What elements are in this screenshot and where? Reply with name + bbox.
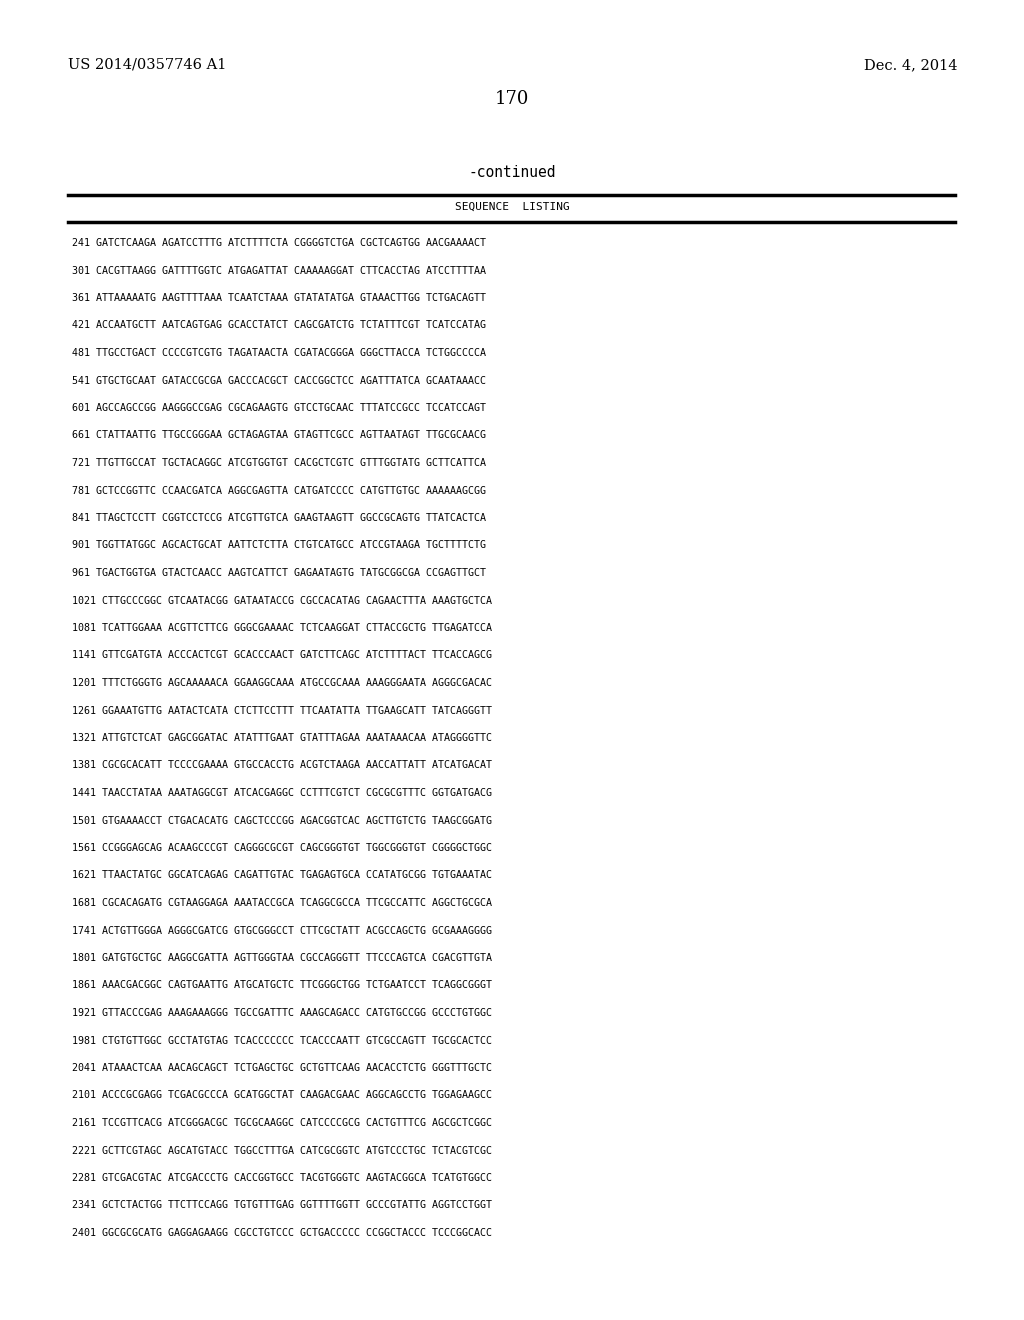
Text: 1381 CGCGCACATT TCCCCGAAAA GTGCCACCTG ACGTCTAAGA AACCATTATT ATCATGACAT: 1381 CGCGCACATT TCCCCGAAAA GTGCCACCTG AC… <box>72 760 492 771</box>
Text: 170: 170 <box>495 90 529 108</box>
Text: 1441 TAACCTATAA AAATAGGCGT ATCACGAGGC CCTTTCGTCT CGCGCGTTTC GGTGATGACG: 1441 TAACCTATAA AAATAGGCGT ATCACGAGGC CC… <box>72 788 492 799</box>
Text: 1501 GTGAAAACCT CTGACACATG CAGCTCCCGG AGACGGTCAC AGCTTGTCTG TAAGCGGATG: 1501 GTGAAAACCT CTGACACATG CAGCTCCCGG AG… <box>72 816 492 825</box>
Text: 1561 CCGGGAGCAG ACAAGCCCGT CAGGGCGCGT CAGCGGGTGT TGGCGGGTGT CGGGGCTGGC: 1561 CCGGGAGCAG ACAAGCCCGT CAGGGCGCGT CA… <box>72 843 492 853</box>
Text: -continued: -continued <box>468 165 556 180</box>
Text: 961 TGACTGGTGA GTACTCAACC AAGTCATTCT GAGAATAGTG TATGCGGCGA CCGAGTTGCT: 961 TGACTGGTGA GTACTCAACC AAGTCATTCT GAG… <box>72 568 486 578</box>
Text: 301 CACGTTAAGG GATTTTGGTC ATGAGATTAT CAAAAAGGAT CTTCACCTAG ATCCTTTTAA: 301 CACGTTAAGG GATTTTGGTC ATGAGATTAT CAA… <box>72 265 486 276</box>
Text: SEQUENCE  LISTING: SEQUENCE LISTING <box>455 202 569 213</box>
Text: 1621 TTAACTATGC GGCATCAGAG CAGATTGTAC TGAGAGTGCA CCATATGCGG TGTGAAATAC: 1621 TTAACTATGC GGCATCAGAG CAGATTGTAC TG… <box>72 870 492 880</box>
Text: 1261 GGAAATGTTG AATACTCATA CTCTTCCTTT TTCAATATTA TTGAAGCATT TATCAGGGTT: 1261 GGAAATGTTG AATACTCATA CTCTTCCTTT TT… <box>72 705 492 715</box>
Text: 1021 CTTGCCCGGC GTCAATACGG GATAATACCG CGCCACATAG CAGAACTTTA AAAGTGCTCA: 1021 CTTGCCCGGC GTCAATACGG GATAATACCG CG… <box>72 595 492 606</box>
Text: 2161 TCCGTTCACG ATCGGGACGC TGCGCAAGGC CATCCCCGCG CACTGTTTCG AGCGCTCGGC: 2161 TCCGTTCACG ATCGGGACGC TGCGCAAGGC CA… <box>72 1118 492 1129</box>
Text: 1921 GTTACCCGAG AAAGAAAGGG TGCCGATTTC AAAGCAGACC CATGTGCCGG GCCCTGTGGC: 1921 GTTACCCGAG AAAGAAAGGG TGCCGATTTC AA… <box>72 1008 492 1018</box>
Text: 421 ACCAATGCTT AATCAGTGAG GCACCTATCT CAGCGATCTG TCTATTTCGT TCATCCATAG: 421 ACCAATGCTT AATCAGTGAG GCACCTATCT CAG… <box>72 321 486 330</box>
Text: 361 ATTAAAAATG AAGTTTTAAA TCAATCTAAA GTATATATGA GTAAACTTGG TCTGACAGTT: 361 ATTAAAAATG AAGTTTTAAA TCAATCTAAA GTA… <box>72 293 486 304</box>
Text: 1861 AAACGACGGC CAGTGAATTG ATGCATGCTC TTCGGGCTGG TCTGAATCCT TCAGGCGGGT: 1861 AAACGACGGC CAGTGAATTG ATGCATGCTC TT… <box>72 981 492 990</box>
Text: 2221 GCTTCGTAGC AGCATGTACC TGGCCTTTGA CATCGCGGTC ATGTCCCTGC TCTACGTCGC: 2221 GCTTCGTAGC AGCATGTACC TGGCCTTTGA CA… <box>72 1146 492 1155</box>
Text: 481 TTGCCTGACT CCCCGTCGTG TAGATAACTA CGATACGGGA GGGCTTACCA TCTGGCCCCA: 481 TTGCCTGACT CCCCGTCGTG TAGATAACTA CGA… <box>72 348 486 358</box>
Text: US 2014/0357746 A1: US 2014/0357746 A1 <box>68 58 226 73</box>
Text: 841 TTAGCTCCTT CGGTCCTCCG ATCGTTGTCA GAAGTAAGTT GGCCGCAGTG TTATCACTCA: 841 TTAGCTCCTT CGGTCCTCCG ATCGTTGTCA GAA… <box>72 513 486 523</box>
Text: 2101 ACCCGCGAGG TCGACGCCCA GCATGGCTAT CAAGACGAAC AGGCAGCCTG TGGAGAAGCC: 2101 ACCCGCGAGG TCGACGCCCA GCATGGCTAT CA… <box>72 1090 492 1101</box>
Text: 1681 CGCACAGATG CGTAAGGAGA AAATACCGCA TCAGGCGCCA TTCGCCATTC AGGCTGCGCA: 1681 CGCACAGATG CGTAAGGAGA AAATACCGCA TC… <box>72 898 492 908</box>
Text: 241 GATCTCAAGA AGATCCTTTG ATCTTTTCTA CGGGGTCTGA CGCTCAGTGG AACGAAAACT: 241 GATCTCAAGA AGATCCTTTG ATCTTTTCTA CGG… <box>72 238 486 248</box>
Text: 1801 GATGTGCTGC AAGGCGATTA AGTTGGGTAA CGCCAGGGTT TTCCCAGTCA CGACGTTGTA: 1801 GATGTGCTGC AAGGCGATTA AGTTGGGTAA CG… <box>72 953 492 964</box>
Text: 1981 CTGTGTTGGC GCCTATGTAG TCACCCCCCC TCACCCAATT GTCGCCAGTT TGCGCACTCC: 1981 CTGTGTTGGC GCCTATGTAG TCACCCCCCC TC… <box>72 1035 492 1045</box>
Text: 2041 ATAAACTCAA AACAGCAGCT TCTGAGCTGC GCTGTTCAAG AACACCTCTG GGGTTTGCTC: 2041 ATAAACTCAA AACAGCAGCT TCTGAGCTGC GC… <box>72 1063 492 1073</box>
Text: 661 CTATTAATTG TTGCCGGGAA GCTAGAGTAA GTAGTTCGCC AGTTAATAGT TTGCGCAACG: 661 CTATTAATTG TTGCCGGGAA GCTAGAGTAA GTA… <box>72 430 486 441</box>
Text: 1741 ACTGTTGGGA AGGGCGATCG GTGCGGGCCT CTTCGCTATT ACGCCAGCTG GCGAAAGGGG: 1741 ACTGTTGGGA AGGGCGATCG GTGCGGGCCT CT… <box>72 925 492 936</box>
Text: 2341 GCTCTACTGG TTCTTCCAGG TGTGTTTGAG GGTTTTGGTT GCCCGTATTG AGGTCCTGGT: 2341 GCTCTACTGG TTCTTCCAGG TGTGTTTGAG GG… <box>72 1200 492 1210</box>
Text: 901 TGGTTATGGC AGCACTGCAT AATTCTCTTA CTGTCATGCC ATCCGTAAGA TGCTTTTCTG: 901 TGGTTATGGC AGCACTGCAT AATTCTCTTA CTG… <box>72 540 486 550</box>
Text: 601 AGCCAGCCGG AAGGGCCGAG CGCAGAAGTG GTCCTGCAAC TTTATCCGCC TCCATCCAGT: 601 AGCCAGCCGG AAGGGCCGAG CGCAGAAGTG GTC… <box>72 403 486 413</box>
Text: 541 GTGCTGCAAT GATACCGCGA GACCCACGCT CACCGGCTCC AGATTTATCA GCAATAAACC: 541 GTGCTGCAAT GATACCGCGA GACCCACGCT CAC… <box>72 375 486 385</box>
Text: 1321 ATTGTCTCAT GAGCGGATAC ATATTTGAAT GTATTTAGAA AAATAAACAA ATAGGGGTTC: 1321 ATTGTCTCAT GAGCGGATAC ATATTTGAAT GT… <box>72 733 492 743</box>
Text: 1081 TCATTGGAAA ACGTTCTTCG GGGCGAAAAC TCTCAAGGAT CTTACCGCTG TTGAGATCCA: 1081 TCATTGGAAA ACGTTCTTCG GGGCGAAAAC TC… <box>72 623 492 634</box>
Text: 2401 GGCGCGCATG GAGGAGAAGG CGCCTGTCCC GCTGACCCCC CCGGCTACCC TCCCGGCACC: 2401 GGCGCGCATG GAGGAGAAGG CGCCTGTCCC GC… <box>72 1228 492 1238</box>
Text: Dec. 4, 2014: Dec. 4, 2014 <box>864 58 958 73</box>
Text: 781 GCTCCGGTTC CCAACGATCA AGGCGAGTTA CATGATCCCC CATGTTGTGC AAAAAAGCGG: 781 GCTCCGGTTC CCAACGATCA AGGCGAGTTA CAT… <box>72 486 486 495</box>
Text: 2281 GTCGACGTAC ATCGACCCTG CACCGGTGCC TACGTGGGTC AAGTACGGCA TCATGTGGCC: 2281 GTCGACGTAC ATCGACCCTG CACCGGTGCC TA… <box>72 1173 492 1183</box>
Text: 1201 TTTCTGGGTG AGCAAAAACA GGAAGGCAAA ATGCCGCAAA AAAGGGAATA AGGGCGACAC: 1201 TTTCTGGGTG AGCAAAAACA GGAAGGCAAA AT… <box>72 678 492 688</box>
Text: 1141 GTTCGATGTA ACCCACTCGT GCACCCAACT GATCTTCAGC ATCTTTTACT TTCACCAGCG: 1141 GTTCGATGTA ACCCACTCGT GCACCCAACT GA… <box>72 651 492 660</box>
Text: 721 TTGTTGCCAT TGCTACAGGC ATCGTGGTGT CACGCTCGTC GTTTGGTATG GCTTCATTCA: 721 TTGTTGCCAT TGCTACAGGC ATCGTGGTGT CAC… <box>72 458 486 469</box>
